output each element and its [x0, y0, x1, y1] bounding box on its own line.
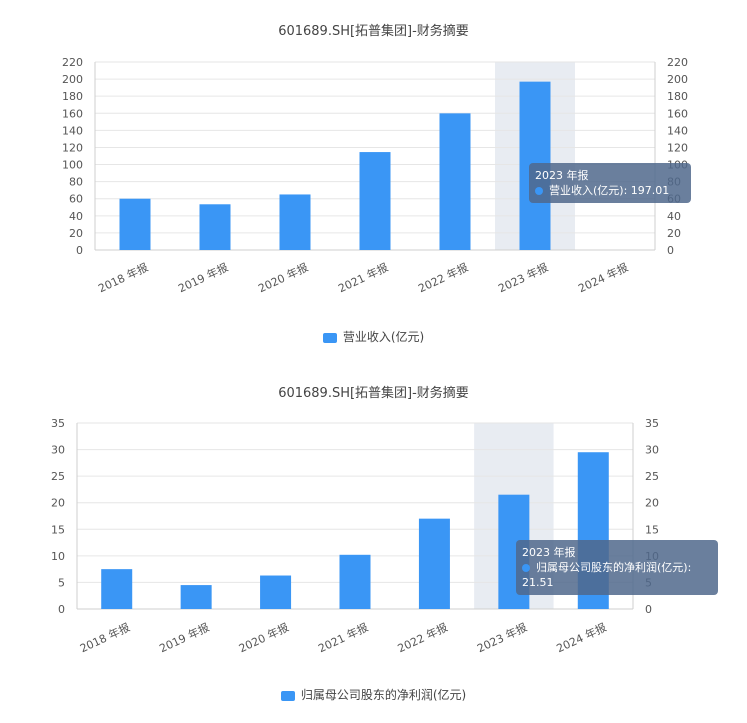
chart-panel-net-profit: 601689.SH[拓普集团]-财务摘要 0055101015152020252…: [0, 360, 747, 723]
y-tick-label-left: 100: [62, 159, 83, 172]
y-tick-label-left: 30: [51, 444, 65, 457]
y-tick-label-left: 120: [62, 141, 83, 154]
bar: [439, 113, 471, 250]
x-tick-label: 2023 年报: [475, 620, 529, 655]
bar: [119, 198, 151, 250]
bar: [339, 554, 371, 609]
chart-tooltip: 2023 年报 营业收入(亿元): 197.01: [529, 163, 691, 203]
y-tick-label-left: 10: [51, 550, 65, 563]
x-tick-label: 2018 年报: [78, 620, 132, 655]
chart-legend[interactable]: 营业收入(亿元): [0, 328, 747, 345]
legend-swatch-icon: [322, 332, 337, 343]
x-tick-label: 2021 年报: [336, 260, 390, 295]
y-tick-label-right: 180: [667, 90, 688, 103]
y-tick-label-left: 60: [69, 193, 83, 206]
x-tick-label: 2022 年报: [395, 620, 449, 655]
chart-title: 601689.SH[拓普集团]-财务摘要: [278, 24, 469, 39]
y-tick-label-right: 0: [645, 603, 652, 616]
x-tick-label: 2022 年报: [416, 260, 470, 295]
y-tick-label-left: 180: [62, 90, 83, 103]
x-tick-label: 2024 年报: [554, 620, 608, 655]
y-tick-label-left: 200: [62, 73, 83, 86]
x-tick-label: 2018 年报: [96, 260, 150, 295]
y-tick-label-left: 15: [51, 523, 65, 536]
y-tick-label-right: 140: [667, 124, 688, 137]
y-tick-label-left: 220: [62, 56, 83, 69]
y-tick-label-left: 80: [69, 176, 83, 189]
chart-tooltip: 2023 年报 归属母公司股东的净利润(亿元): 21.51: [516, 540, 718, 595]
chart-panel-revenue: 601689.SH[拓普集团]-财务摘要 0020204040606080801…: [0, 0, 747, 360]
legend-swatch-icon: [280, 690, 295, 701]
series-dot-icon: [535, 187, 543, 195]
tooltip-label: 营业收入(亿元): 197.01: [549, 184, 670, 197]
y-tick-label-left: 160: [62, 107, 83, 120]
x-tick-label: 2019 年报: [157, 620, 211, 655]
x-tick-label: 2020 年报: [256, 260, 310, 295]
legend-label: 营业收入(亿元): [342, 330, 425, 344]
y-tick-label-right: 15: [645, 523, 659, 536]
y-tick-label-left: 20: [69, 227, 83, 240]
bar: [279, 194, 311, 250]
bar: [199, 204, 231, 250]
y-tick-label-right: 30: [645, 444, 659, 457]
tooltip-title: 2023 年报: [535, 169, 589, 182]
y-tick-label-right: 20: [645, 497, 659, 510]
y-tick-label-right: 20: [667, 227, 681, 240]
chart-title: 601689.SH[拓普集团]-财务摘要: [278, 386, 469, 401]
series-dot-icon: [522, 564, 530, 572]
tooltip-title: 2023 年报: [522, 546, 576, 559]
tooltip-value: 21.51: [522, 576, 554, 589]
bar: [418, 518, 450, 609]
y-tick-label-right: 220: [667, 56, 688, 69]
y-tick-label-left: 20: [51, 497, 65, 510]
y-tick-label-right: 25: [645, 470, 659, 483]
x-tick-label: 2024 年报: [576, 260, 630, 295]
y-tick-label-right: 160: [667, 107, 688, 120]
chart-legend[interactable]: 归属母公司股东的净利润(亿元): [0, 686, 747, 703]
x-tick-label: 2023 年报: [496, 260, 550, 295]
y-tick-label-right: 40: [667, 210, 681, 223]
y-tick-label-right: 0: [667, 244, 674, 257]
x-tick-label: 2020 年报: [236, 620, 290, 655]
y-tick-label-right: 35: [645, 417, 659, 430]
y-tick-label-left: 0: [76, 244, 83, 257]
y-tick-label-left: 35: [51, 417, 65, 430]
y-tick-label-left: 25: [51, 470, 65, 483]
x-tick-label: 2021 年报: [316, 620, 370, 655]
y-tick-label-left: 40: [69, 210, 83, 223]
legend-label: 归属母公司股东的净利润(亿元): [300, 688, 467, 702]
tooltip-label: 归属母公司股东的净利润(亿元):: [536, 561, 692, 574]
bar: [359, 152, 391, 250]
y-tick-label-right: 120: [667, 141, 688, 154]
y-tick-label-left: 5: [58, 576, 65, 589]
bar: [180, 585, 212, 609]
y-tick-label-right: 200: [667, 73, 688, 86]
y-tick-label-left: 140: [62, 124, 83, 137]
x-tick-label: 2019 年报: [176, 260, 230, 295]
bar: [260, 575, 292, 609]
bar: [101, 569, 133, 609]
y-tick-label-left: 0: [58, 603, 65, 616]
